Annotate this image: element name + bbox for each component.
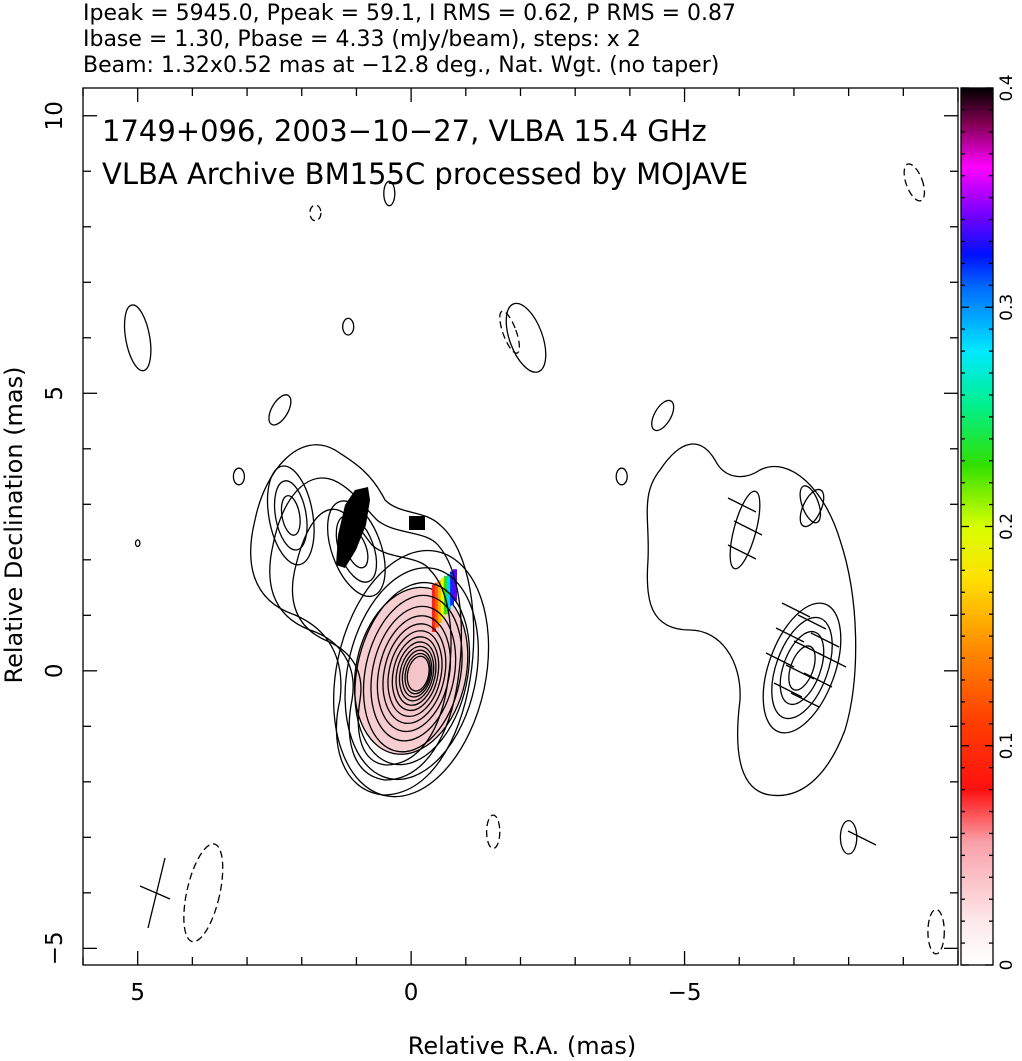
x-tick-label: −5 [668, 980, 702, 1006]
polarization-block [336, 487, 370, 568]
contour-island [799, 485, 822, 524]
contour-core [354, 581, 471, 766]
contour-negative [499, 310, 521, 354]
x-axis-label: Relative R.A. (mas) [408, 1032, 636, 1060]
chart-title: 1749+096, 2003−10−27, VLBA 15.4 GHz [102, 114, 707, 148]
contour-island [232, 467, 246, 486]
beam-minor-axis [139, 885, 171, 900]
contour-core [362, 594, 463, 753]
colorbar-tick-label: 0.2 [997, 513, 1017, 540]
evpa-vector [727, 544, 757, 560]
evpa-vector [785, 664, 815, 680]
evpa-vector [810, 632, 840, 648]
evpa-vector [733, 520, 763, 536]
contour-negative [927, 908, 945, 955]
chart-subtitle: VLBA Archive BM155C processed by MOJAVE [102, 157, 748, 191]
colorbar-tick-label: 0 [997, 960, 1017, 971]
contour-island [342, 317, 355, 336]
contour-envelope-1 [250, 444, 475, 796]
contour-core [376, 615, 451, 733]
contour-jet-2 [266, 465, 315, 566]
colorbar-tick-label: 0.4 [997, 74, 1017, 101]
evpa-vector [775, 627, 805, 643]
contour-core [406, 655, 430, 692]
evpa-vector [793, 640, 823, 656]
evpa-vector [727, 497, 757, 513]
polarized-intensity-outline [646, 443, 857, 797]
y-axis-label: Relative Declination (mas) [0, 366, 28, 683]
contour-island [268, 394, 292, 426]
polarization-block [409, 516, 425, 530]
polarized-contour [771, 616, 833, 720]
contour-core [382, 623, 447, 725]
polarized-contour [788, 645, 816, 691]
contour-core [391, 636, 440, 712]
contour-core [344, 567, 479, 781]
contour-jet-2 [280, 494, 301, 536]
colorbar-tick-label: 0.1 [997, 732, 1017, 759]
beam-ellipse [183, 843, 224, 943]
polarization-band-segment [434, 582, 439, 628]
contour-negative [309, 204, 322, 222]
polarization-band-segment [440, 578, 445, 619]
polarization-band-segment [453, 569, 457, 601]
contour-core [404, 652, 432, 695]
plot-frame [82, 87, 959, 966]
contour-envelope-2 [269, 477, 463, 781]
evpa-vector [765, 652, 795, 668]
polarized-contour [762, 602, 842, 734]
contour-island [839, 819, 858, 855]
evpa-vector [817, 652, 847, 668]
header-line-3: Beam: 1.32x0.52 mas at −12.8 deg., Nat. … [83, 53, 719, 78]
y-tick-label: 5 [42, 386, 68, 401]
polarization-band-segment [437, 580, 442, 623]
y-tick-label: −5 [42, 931, 68, 965]
contour-island [123, 304, 152, 372]
contour-core [370, 605, 457, 742]
y-tick-label: 0 [42, 663, 68, 678]
contour-island [505, 302, 547, 373]
evpa-vector [773, 682, 803, 698]
y-tick-label: 10 [42, 101, 68, 130]
contour-core [398, 645, 435, 702]
header-line-2: Ibase = 1.30, Pbase = 4.33 (mJy/beam), s… [83, 27, 641, 52]
evpa-vector [790, 692, 820, 708]
contour-core [401, 649, 433, 698]
contour-jet-2 [273, 480, 308, 551]
colorbar-axis: 0 0.1 0.2 0.3 0.4 [961, 74, 1017, 970]
evpa-vector [847, 830, 877, 846]
polarization-band-segment [443, 575, 448, 615]
x-tick-label: 0 [404, 980, 419, 1006]
contour-island [615, 467, 628, 486]
contour-core [395, 641, 437, 706]
contour-core [333, 549, 490, 798]
plot-area [123, 163, 945, 955]
polarization-band-segment [446, 573, 451, 610]
contour-jet-1 [326, 500, 386, 598]
contour-island [651, 399, 675, 432]
contour-island [134, 539, 141, 548]
polarization-band-segment [450, 571, 454, 606]
polarized-contour [729, 490, 761, 570]
evpa-vector [781, 602, 811, 618]
contour-island [383, 180, 396, 207]
header-line-1: Ipeak = 5945.0, Ppeak = 59.1, I RMS = 0.… [83, 1, 736, 26]
contour-negative [903, 163, 926, 202]
contour-core [387, 630, 443, 718]
colorbar-tick-label: 0.3 [997, 294, 1017, 321]
evpa-vector [797, 614, 827, 630]
evpa-vector [803, 672, 833, 688]
axes: 5 0 −5 10 5 0 −5 [42, 88, 959, 1006]
x-tick-label: 5 [130, 980, 145, 1006]
contour-negative [485, 814, 501, 850]
